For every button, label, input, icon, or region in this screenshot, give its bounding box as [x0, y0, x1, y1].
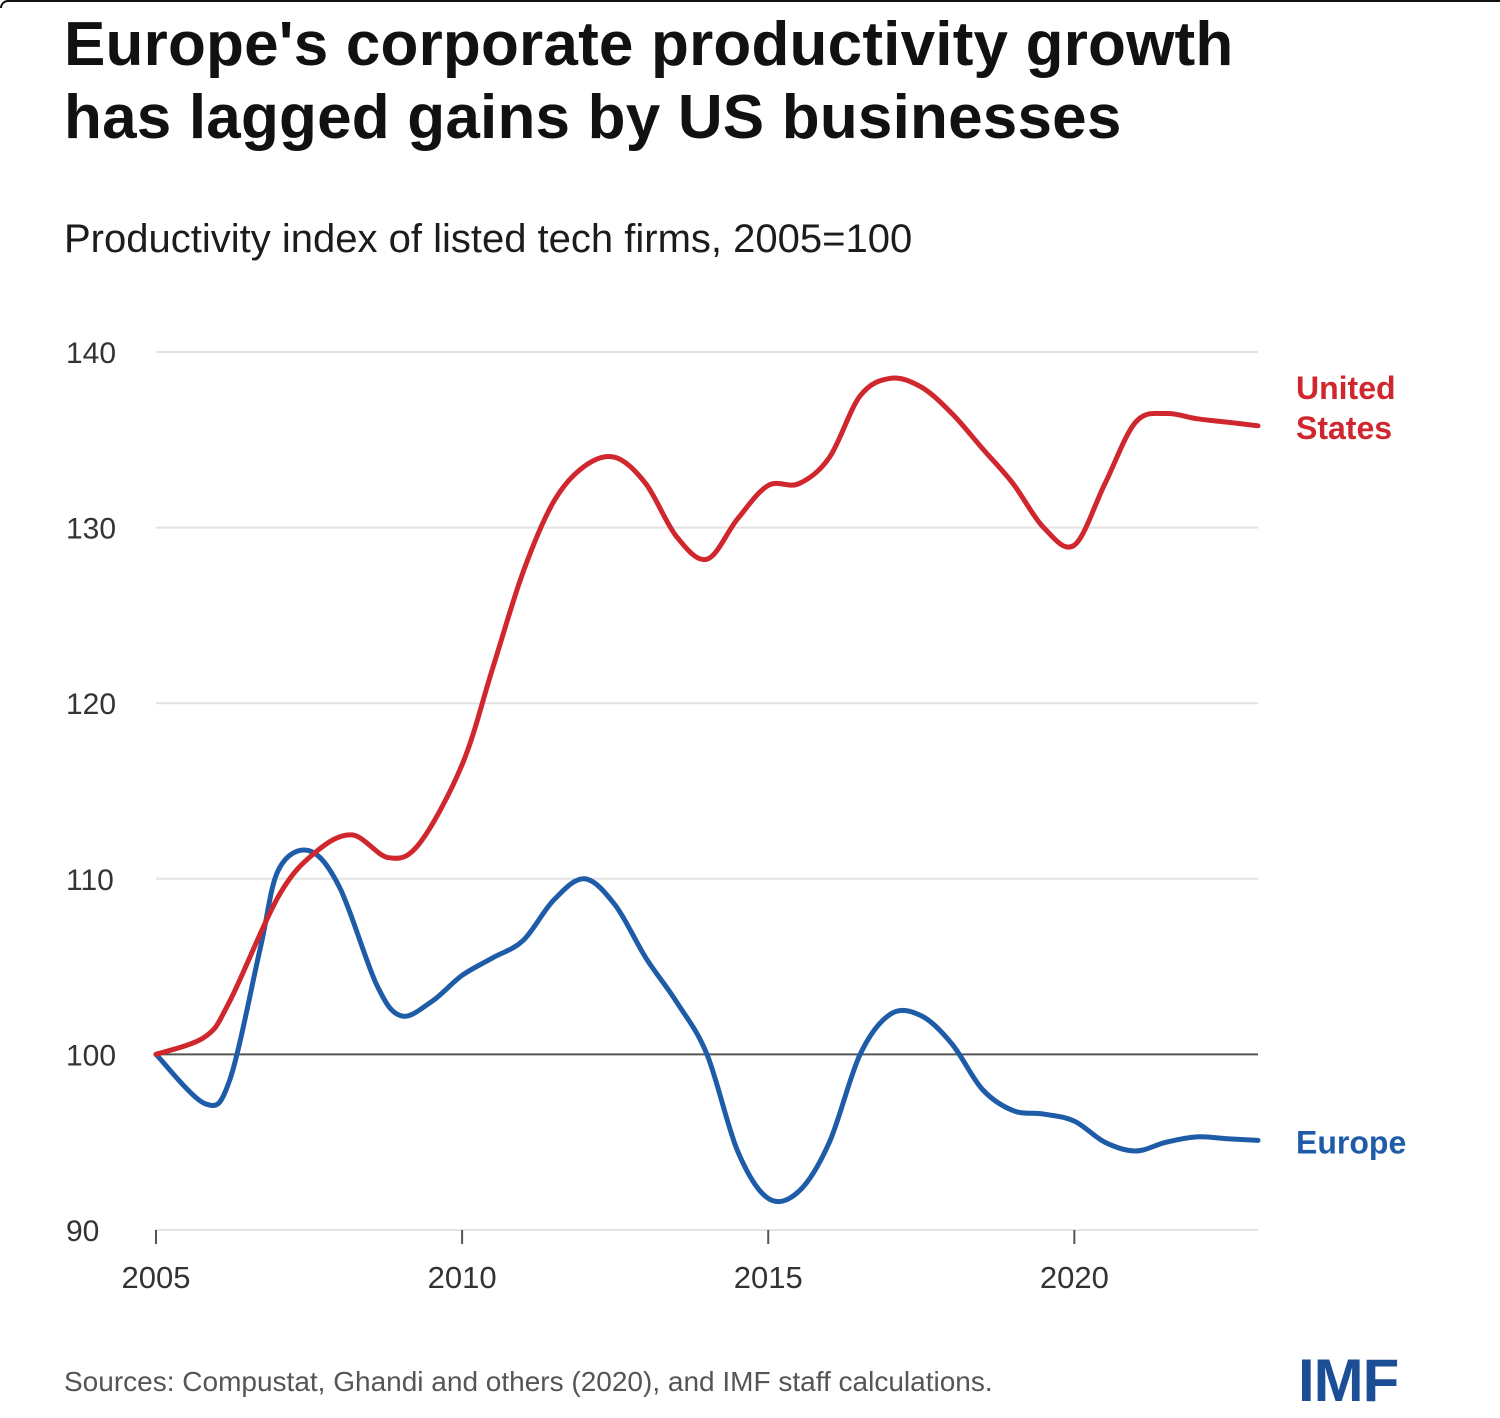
x-tick-label-2005: 2005	[122, 1260, 191, 1295]
chart-subtitle: Productivity index of listed tech firms,…	[64, 217, 913, 261]
y-tick-label-140: 140	[66, 337, 116, 370]
x-tick-label-2010: 2010	[428, 1260, 497, 1295]
chart-title-line-1: Europe's corporate productivity growth	[64, 10, 1234, 79]
chart-title-line-2: has lagged gains by US businesses	[64, 83, 1122, 152]
screenshot-frame-edge	[0, 0, 1500, 8]
y-tick-label-100: 100	[66, 1039, 116, 1072]
series-label-united-states-line-1: United	[1296, 370, 1396, 406]
y-tick-label-120: 120	[66, 688, 116, 721]
series-line-united-states	[153, 375, 1261, 1057]
x-tick-label-2015: 2015	[734, 1260, 803, 1295]
y-tick-label-110: 110	[66, 864, 114, 897]
chart-title: Europe's corporate productivity growth h…	[64, 8, 1444, 154]
x-tick-label-2020: 2020	[1040, 1260, 1109, 1295]
series-label-europe: Europe	[1296, 1124, 1406, 1160]
series-label-united-states-line-2: States	[1296, 410, 1392, 446]
y-tick-label-90: 90	[66, 1215, 99, 1248]
imf-logo: IMF	[1298, 1347, 1399, 1414]
source-note: Sources: Compustat, Ghandi and others (2…	[64, 1366, 993, 1397]
series-line-europe	[153, 847, 1261, 1205]
y-tick-label-130: 130	[66, 513, 116, 546]
